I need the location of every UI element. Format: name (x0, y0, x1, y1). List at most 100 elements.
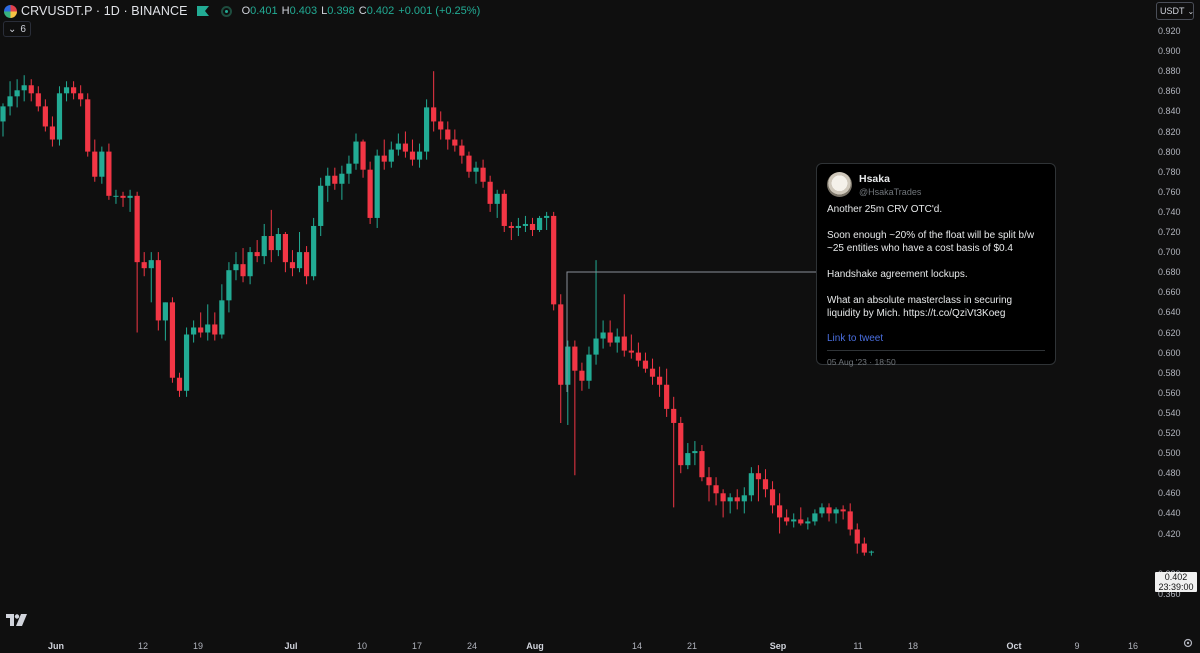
candle-body (459, 145, 465, 156)
candle-body (572, 346, 578, 371)
avatar[interactable] (827, 172, 852, 197)
candle-body (332, 175, 338, 184)
candle-body (868, 551, 874, 553)
date-axis-label: 21 (686, 641, 698, 651)
candle (14, 79, 20, 108)
candle (49, 116, 56, 147)
candle-body (7, 96, 13, 107)
date-axis-label: Oct (1006, 641, 1022, 651)
candle (402, 131, 409, 158)
candle (28, 79, 34, 102)
date-axis-label: 11 (853, 641, 863, 651)
candle-body (42, 106, 48, 127)
date-axis-label: Sep (769, 641, 787, 651)
date-axis-label: 17 (411, 641, 423, 651)
candle-body (120, 195, 126, 198)
candle-body (565, 346, 571, 385)
date-axis-label: 10 (356, 641, 368, 651)
candle (487, 175, 493, 212)
candle-body (649, 368, 656, 377)
candle-body (268, 236, 274, 251)
date-axis-label: 16 (1127, 641, 1139, 651)
candle (586, 346, 592, 389)
candle-body (14, 90, 20, 97)
candle-body (536, 217, 543, 230)
price-axis-label: 0.860 (1158, 86, 1181, 97)
candle-body (127, 195, 133, 198)
candle (593, 260, 599, 365)
candle (339, 165, 345, 200)
candle (621, 294, 627, 357)
candle-body (360, 141, 366, 170)
candle-body (113, 195, 119, 197)
candle (381, 139, 387, 170)
tweet-card[interactable]: Hsaka @HsakaTrades Another 25m CRV OTC'd… (816, 163, 1056, 367)
candle-body (339, 173, 345, 184)
tweet-link[interactable]: Link to tweet (827, 333, 884, 344)
candle (529, 217, 536, 237)
candle (699, 445, 705, 482)
price-axis-label: 0.760 (1158, 186, 1181, 197)
candle-body (409, 151, 416, 160)
candle-body (487, 181, 493, 204)
candle-body (812, 513, 818, 522)
last-price-value: 0.402 (1164, 572, 1188, 582)
tweet-author-name[interactable]: Hsaka (859, 172, 890, 185)
indicators-toggle[interactable]: ⌄ 6 (3, 21, 31, 37)
candle-body (431, 107, 437, 122)
gear-icon[interactable] (1183, 638, 1193, 648)
candle (233, 252, 239, 281)
candle-body (169, 302, 176, 378)
tradingview-logo-icon[interactable] (6, 614, 28, 626)
candle (99, 146, 105, 184)
candle-body (416, 151, 423, 160)
price-axis-label: 0.920 (1158, 26, 1181, 36)
candle-body (381, 155, 387, 162)
candle-body (833, 509, 839, 514)
candle (473, 161, 479, 184)
ohlc-values: O0.401 H0.403 L0.398 C0.402 +0.001 (+0.2… (241, 5, 481, 17)
candle (268, 209, 274, 263)
tweet-author-handle[interactable]: @HsakaTrades (859, 186, 922, 197)
market-status-icon[interactable] (220, 5, 232, 17)
candle (494, 189, 500, 218)
price-axis-label: 0.500 (1158, 448, 1181, 459)
candles-layer (0, 71, 874, 556)
candle (656, 366, 663, 397)
candle-body (769, 489, 776, 506)
candle (565, 340, 571, 425)
date-axis-label: Jun (47, 641, 65, 651)
candle-body (311, 225, 317, 277)
candle (868, 550, 874, 556)
candle-body (678, 422, 684, 466)
candle (579, 362, 585, 391)
candle (219, 284, 225, 339)
candle-body (198, 327, 204, 333)
price-axis-label: 0.640 (1158, 307, 1181, 318)
candle-body (56, 93, 63, 140)
candle (169, 297, 176, 383)
candle (431, 71, 437, 132)
symbol-title[interactable]: CRVUSDT.P · 1D · BINANCE (21, 4, 188, 18)
tweet-paragraph: What an absolute masterclass in securing… (827, 295, 1013, 319)
candle-body (706, 477, 712, 486)
candle-body (614, 336, 620, 343)
candle (113, 189, 119, 204)
candle (833, 507, 839, 524)
currency-button[interactable]: USDT ⌄ (1156, 2, 1194, 20)
chevron-down-icon: ⌄ (1187, 6, 1195, 16)
tweet-paragraph: Another 25m CRV OTC'd. (827, 204, 943, 215)
candle-body (628, 350, 634, 353)
flag-icon[interactable] (196, 6, 209, 16)
price-axis-label: 0.620 (1158, 327, 1181, 338)
candle (522, 215, 529, 232)
price-axis-label: 0.880 (1158, 66, 1181, 77)
candle (664, 368, 670, 417)
candle (183, 327, 190, 397)
candle-body (664, 384, 670, 409)
candle (63, 81, 70, 102)
candle (261, 223, 267, 265)
tweet-body: Another 25m CRV OTC'd. Soon enough ~20% … (827, 203, 1045, 320)
candle (289, 250, 296, 277)
